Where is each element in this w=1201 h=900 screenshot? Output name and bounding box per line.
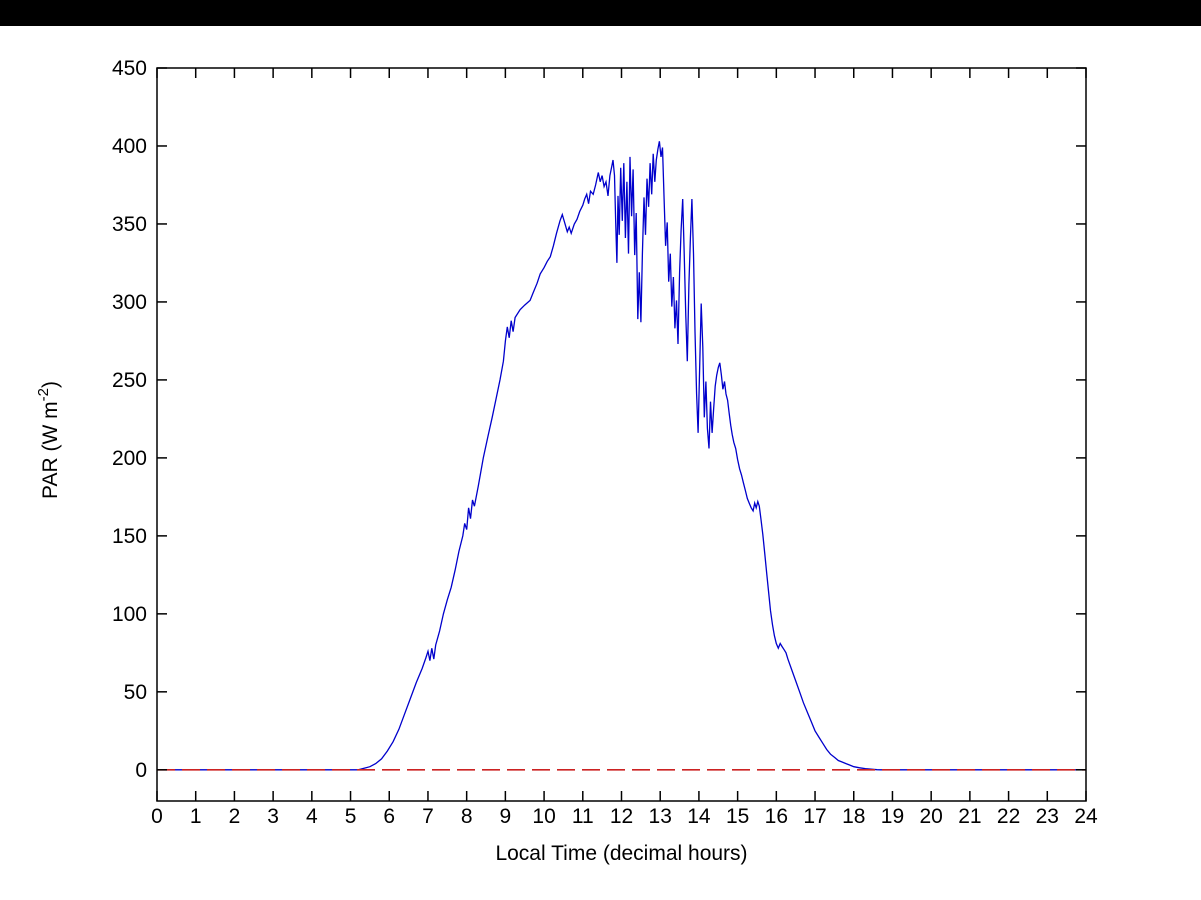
y-tick-label: 0 xyxy=(135,759,147,782)
x-tick-label: 13 xyxy=(649,805,672,828)
x-tick-label: 23 xyxy=(1036,805,1059,828)
x-tick-label: 6 xyxy=(383,805,395,828)
x-tick-label: 17 xyxy=(803,805,826,828)
y-tick-label: 100 xyxy=(112,603,147,626)
y-axis-title: PAR (W m-2) xyxy=(35,381,62,499)
x-tick-label: 15 xyxy=(726,805,749,828)
par-series-line xyxy=(157,141,1086,771)
x-tick-label: 3 xyxy=(267,805,279,828)
y-tick-label: 350 xyxy=(112,213,147,236)
plot-area: 0 1 2 3 4 5 6 7 8 9 10 11 12 13 14 15 16 17 18 19 20 21 22 23 24… xyxy=(35,57,1098,865)
x-tick-label: 7 xyxy=(422,805,434,828)
x-tick-label: 12 xyxy=(610,805,633,828)
y-tick-label: 400 xyxy=(112,135,147,158)
x-tick-label: 18 xyxy=(842,805,865,828)
x-tick-label: 21 xyxy=(958,805,981,828)
x-tick-label: 0 xyxy=(151,805,163,828)
y-tick-label: 300 xyxy=(112,291,147,314)
x-tick-label: 2 xyxy=(229,805,241,828)
top-black-bar xyxy=(0,0,1201,26)
y-tick-label: 150 xyxy=(112,525,147,548)
x-tick-label: 20 xyxy=(919,805,942,828)
x-tick-label: 4 xyxy=(306,805,318,828)
y-tick-label: 450 xyxy=(112,57,147,80)
x-tick-label: 16 xyxy=(765,805,788,828)
y-tick-label: 50 xyxy=(124,681,147,704)
x-tick-label: 14 xyxy=(687,805,711,828)
x-tick-label: 10 xyxy=(532,805,555,828)
x-tick-label: 9 xyxy=(500,805,512,828)
y-tick-label: 250 xyxy=(112,369,147,392)
y-tick-label: 200 xyxy=(112,447,147,470)
x-tick-label: 22 xyxy=(997,805,1020,828)
x-tick-label: 11 xyxy=(572,805,594,828)
x-tick-label: 24 xyxy=(1074,805,1098,828)
x-axis-title: Local Time (decimal hours) xyxy=(495,842,747,865)
x-tick-label: 5 xyxy=(345,805,357,828)
x-tick-label: 19 xyxy=(881,805,904,828)
x-tick-label: 1 xyxy=(190,805,202,828)
x-tick-label: 8 xyxy=(461,805,473,828)
